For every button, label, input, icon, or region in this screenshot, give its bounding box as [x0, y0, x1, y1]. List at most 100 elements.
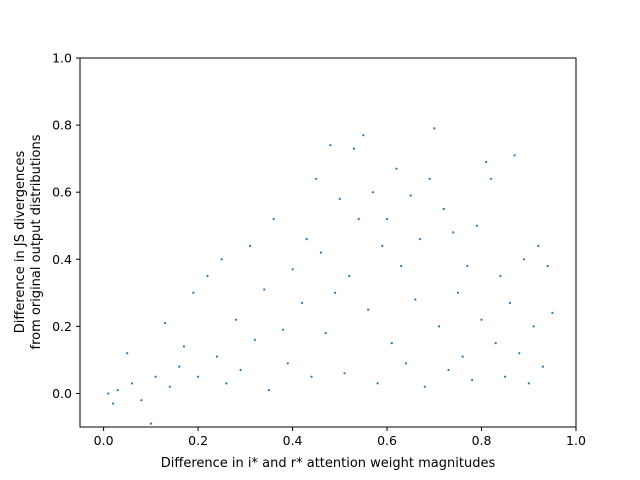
x-axis-label: Difference in i* and r* attention weight…: [161, 456, 496, 471]
scatter-point: [546, 264, 549, 268]
scatter-point: [267, 389, 271, 392]
scatter-point: [452, 231, 455, 234]
scatter-point: [390, 342, 393, 345]
scatter-point: [263, 288, 266, 291]
scatter-point: [324, 332, 327, 335]
scatter-point: [527, 382, 530, 385]
scatter-point: [192, 291, 195, 294]
scatter-point: [466, 264, 469, 268]
scatter-point: [428, 177, 431, 180]
y-tick-label: 0.2: [52, 319, 72, 334]
x-axis-ticks: 0.0 0.2 0.4 0.6 0.8 1.0: [94, 427, 586, 448]
y-axis-label-line-2: from original output distributions: [29, 134, 44, 349]
scatter-point: [537, 244, 540, 247]
scatter-point: [456, 291, 459, 294]
scatter-point: [385, 217, 389, 221]
scatter-point: [404, 362, 407, 365]
y-axis-ticks: 0.0 0.2 0.4 0.6 0.8 1.0: [52, 51, 80, 401]
x-tick-label: 0.2: [188, 433, 208, 448]
scatter-point: [182, 345, 185, 348]
scatter-point: [461, 355, 464, 358]
scatter-point: [395, 167, 398, 170]
scatter-point: [334, 291, 337, 294]
scatter-point: [130, 382, 134, 385]
scatter-point: [343, 372, 346, 375]
y-tick-label: 0.8: [52, 118, 72, 133]
scatter-point: [225, 382, 228, 385]
scatter-point: [215, 355, 219, 358]
scatter-point: [409, 194, 412, 197]
scatter-point: [197, 375, 200, 378]
y-tick-label: 0.6: [52, 185, 72, 200]
scatter-point: [381, 244, 384, 247]
y-axis-label-line-1: Difference in JS divergences: [13, 151, 28, 334]
scatter-point: [371, 191, 374, 194]
scatter-point: [494, 342, 497, 345]
scatter-point: [315, 177, 318, 180]
scatter-point: [518, 352, 521, 355]
scatter-point: [352, 147, 356, 150]
x-tick-label: 0.4: [283, 433, 303, 448]
scatter-point: [116, 389, 119, 392]
scatter-point: [442, 207, 445, 211]
scatter-point: [475, 224, 478, 227]
scatter-point: [178, 365, 181, 368]
x-tick-label: 0.6: [377, 433, 397, 448]
scatter-point: [348, 274, 351, 278]
scatter-point: [140, 399, 143, 402]
scatter-point: [499, 274, 502, 278]
scatter-point: [376, 382, 379, 385]
scatter-point: [522, 258, 526, 261]
scatter-point: [485, 160, 488, 164]
scatter-point: [508, 301, 511, 304]
scatter-point: [367, 308, 370, 311]
scatter-point: [447, 368, 450, 372]
scatter-point: [419, 238, 422, 241]
scatter-point: [437, 325, 441, 328]
y-tick-label: 1.0: [52, 51, 72, 66]
x-tick-label: 0.8: [472, 433, 492, 448]
scatter-point: [149, 422, 152, 425]
scatter-point: [338, 197, 341, 200]
scatter-point: [400, 264, 403, 268]
y-tick-label: 0.4: [52, 252, 72, 267]
scatter-point: [168, 385, 171, 388]
y-tick-label: 0.0: [52, 386, 72, 401]
scatter-point: [319, 251, 322, 254]
scatter-point: [513, 154, 516, 157]
scatter-point: [239, 368, 242, 372]
scatter-point: [206, 274, 209, 278]
scatter-points: [107, 127, 554, 425]
scatter-point: [357, 217, 360, 221]
scatter-point: [126, 352, 129, 355]
scatter-point: [480, 318, 483, 321]
scatter-point: [220, 258, 223, 261]
scatter-point: [504, 375, 507, 378]
x-tick-label: 1.0: [566, 433, 586, 448]
scatter-point: [163, 321, 167, 325]
scatter-point: [551, 311, 554, 314]
scatter-point: [310, 375, 313, 378]
scatter-point: [154, 375, 157, 378]
scatter-point: [541, 365, 545, 368]
scatter-point: [300, 301, 304, 304]
scatter-point: [112, 402, 115, 405]
scatter-point: [471, 378, 474, 382]
scatter-point: [489, 177, 493, 180]
scatter-point: [249, 244, 252, 247]
scatter-point: [107, 392, 110, 395]
scatter-point: [305, 238, 308, 241]
scatter-point: [423, 385, 426, 388]
scatter-point: [433, 127, 436, 130]
scatter-point: [234, 318, 237, 321]
scatter-point: [329, 144, 332, 147]
x-tick-label: 0.0: [94, 433, 114, 448]
scatter-point: [282, 328, 285, 331]
scatter-point: [532, 325, 535, 328]
scatter-point: [272, 217, 275, 221]
scatter-point: [253, 338, 256, 341]
plot-frame: [79, 57, 577, 428]
scatter-point: [291, 268, 294, 271]
scatter-point: [362, 134, 365, 137]
